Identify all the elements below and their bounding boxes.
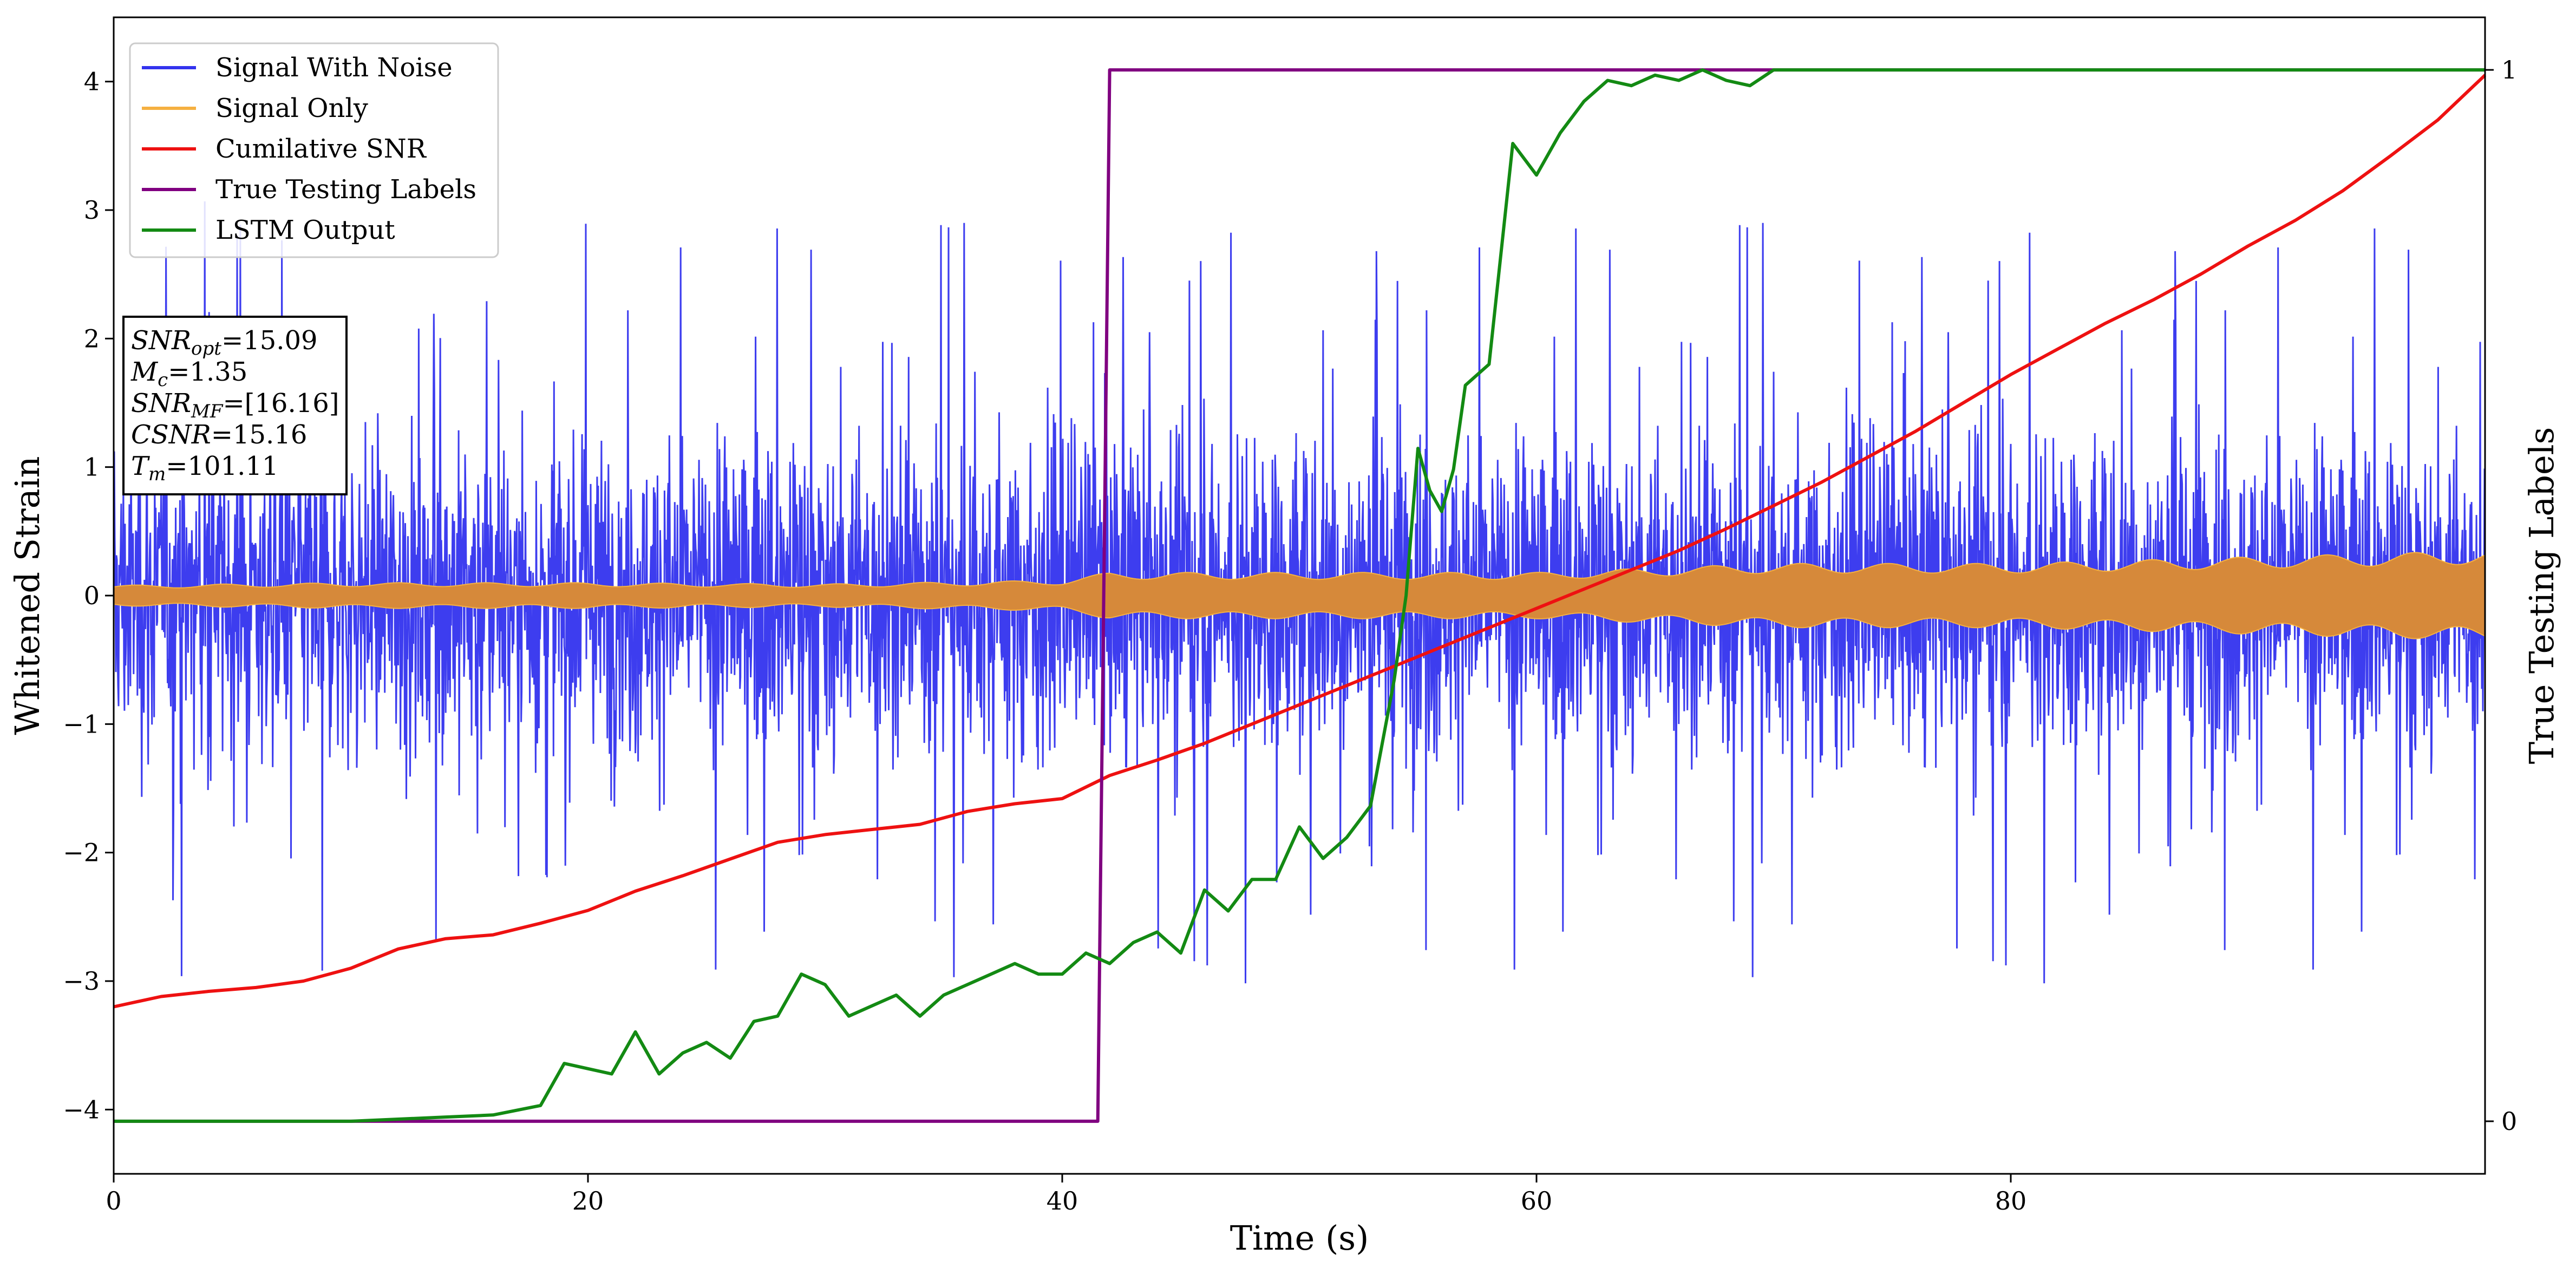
left-y-tick-label: 3 [84,195,100,225]
left-y-tick-label: −3 [63,966,100,996]
cumilative-snr-series [113,74,2487,1009]
left-y-tick-label: −4 [63,1095,100,1124]
left-y-tick-label: 4 [84,67,100,96]
plot-area [113,68,2487,1123]
legend-entry-label: Cumilative SNR [215,134,427,164]
legend-entry-label: True Testing Labels [215,174,476,205]
legend: Signal With Noise Signal Only Cumilative S… [129,42,499,258]
x-tick-label: 0 [106,1186,121,1216]
left-y-axis-label: Whitened Strain [8,456,47,735]
x-axis-label: Time (s) [1230,1218,1369,1258]
left-y-tick-label: −1 [63,709,100,739]
legend-entry-label: Signal With Noise [215,53,453,83]
x-tick-label: 40 [1047,1186,1078,1216]
left-y-tick-label: 1 [84,453,100,482]
left-y-tick-label: 0 [84,581,100,610]
info-line: SNRopt=15.09 [131,325,318,360]
info-line: Tm=101.11 [131,451,278,485]
info-line: SNRMF=[16.16] [131,388,339,422]
right-y-tick-label: 1 [2501,55,2517,84]
legend-entry-label: LSTM Output [215,215,395,245]
left-y-axis-ticks: 4 3 2 1 0 −1 −2 −3 −4 [63,67,114,1124]
x-axis-ticks: 0 20 40 60 80 [106,1174,2026,1216]
left-y-tick-label: 2 [84,324,100,353]
legend-box [129,42,499,258]
right-y-axis-ticks: 10 [2485,55,2517,1136]
lstm-output-line [114,68,2485,1123]
right-y-axis-label: True Testing Labels [2522,427,2561,765]
right-y-tick-label: 0 [2501,1107,2517,1136]
x-tick-label: 60 [1521,1186,1553,1216]
info-line: Mc=1.35 [130,357,247,391]
x-tick-label: 20 [572,1186,604,1216]
x-tick-label: 80 [1995,1186,2027,1216]
legend-entry-label: Signal Only [215,93,368,123]
cumilative-snr-line [113,74,2487,1009]
lstm-output-series [114,68,2485,1123]
info-box: SNRopt=15.09Mc=1.35SNRMF=[16.16]CSNR=15.… [122,316,348,495]
left-y-tick-label: −2 [63,838,100,867]
info-box-frame [122,316,348,495]
info-line: CSNR=15.16 [131,420,307,450]
